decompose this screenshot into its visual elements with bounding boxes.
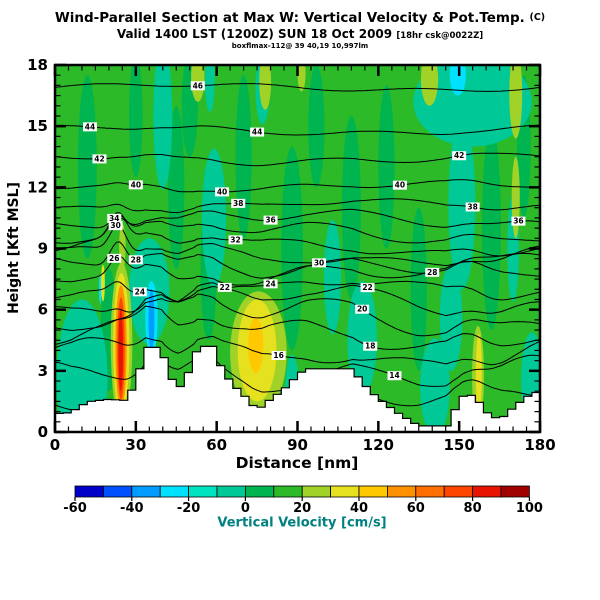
y-tick-label: 15 bbox=[27, 117, 48, 135]
x-tick-label: 30 bbox=[125, 436, 146, 454]
terrain bbox=[55, 345, 540, 432]
plot-title-text: Wind-Parallel Section at Max W: Vertical… bbox=[54, 10, 525, 26]
colorbar-tick-label: 20 bbox=[293, 501, 311, 516]
x-tick-label: 150 bbox=[444, 436, 475, 454]
svg-text:42: 42 bbox=[454, 151, 464, 160]
svg-text:18: 18 bbox=[365, 342, 375, 351]
svg-text:40: 40 bbox=[217, 187, 227, 196]
y-tick-label: 18 bbox=[27, 56, 48, 74]
svg-text:36: 36 bbox=[513, 217, 523, 226]
plot-title: Wind-Parallel Section at Max W: Vertical… bbox=[0, 10, 600, 26]
svg-text:40: 40 bbox=[131, 180, 141, 189]
svg-text:24: 24 bbox=[135, 287, 145, 296]
forecast-tag: [18hr csk@0022Z] bbox=[396, 31, 484, 41]
y-axis-label: Height [Kft MSL] bbox=[6, 182, 22, 314]
x-tick-label: 120 bbox=[363, 436, 394, 454]
colorbar-tick-label: -20 bbox=[177, 501, 201, 516]
svg-text:34: 34 bbox=[109, 214, 119, 223]
svg-text:24: 24 bbox=[265, 279, 275, 288]
colorbar-tick-label: 80 bbox=[464, 501, 482, 516]
plot-info-line: boxflmax-112@ 39 40,19 10,997lm bbox=[231, 42, 369, 50]
colorbar-tick-label: -60 bbox=[63, 501, 87, 516]
plot-subtitle: Valid 1400 LST (1200Z) SUN 18 Oct 2009 [… bbox=[0, 27, 600, 41]
x-tick-label: 60 bbox=[206, 436, 227, 454]
y-tick-label: 6 bbox=[38, 301, 48, 319]
svg-text:16: 16 bbox=[273, 351, 283, 360]
svg-text:44: 44 bbox=[85, 122, 95, 131]
svg-text:26: 26 bbox=[109, 254, 119, 263]
colorbar-tick-label: 60 bbox=[407, 501, 425, 516]
svg-text:44: 44 bbox=[252, 128, 262, 137]
x-tick-label: 90 bbox=[287, 436, 308, 454]
plot-title-unit: (C) bbox=[529, 12, 546, 23]
x-axis-label: Distance [nm] bbox=[235, 454, 359, 472]
contour-labels: 46 44 44 42 42 40 40 40 38 38 36 36 34 32 30 30 28 28 26 24… bbox=[83, 81, 526, 381]
svg-text:22: 22 bbox=[362, 283, 372, 292]
colorbar-tick-label: 0 bbox=[241, 501, 250, 516]
x-tick-label: 0 bbox=[50, 436, 60, 454]
svg-text:30: 30 bbox=[110, 221, 120, 230]
colorbar-tick-label: -40 bbox=[120, 501, 144, 516]
colorbar-tick-label: 40 bbox=[350, 501, 368, 516]
y-tick-label: 12 bbox=[27, 178, 48, 196]
svg-text:40: 40 bbox=[395, 181, 405, 190]
valid-time-text: Valid 1400 LST (1200Z) SUN 18 Oct 2009 bbox=[116, 27, 393, 41]
svg-text:28: 28 bbox=[131, 255, 141, 264]
x-tick-label: 180 bbox=[524, 436, 555, 454]
svg-text:30: 30 bbox=[314, 258, 324, 267]
svg-text:14: 14 bbox=[389, 371, 399, 380]
y-tick-label: 9 bbox=[38, 240, 48, 258]
colorbar-tick-label: 100 bbox=[516, 501, 543, 516]
colorbar-label: Vertical Velocity [cm/s] bbox=[217, 515, 387, 531]
svg-text:38: 38 bbox=[233, 199, 243, 208]
svg-text:38: 38 bbox=[467, 202, 477, 211]
svg-text:36: 36 bbox=[265, 216, 275, 225]
svg-text:46: 46 bbox=[193, 81, 203, 90]
svg-text:22: 22 bbox=[220, 283, 230, 292]
colorbar: -60 -40 -20 0 20 40 60 80 100 bbox=[63, 485, 543, 516]
svg-text:20: 20 bbox=[357, 305, 367, 314]
svg-text:32: 32 bbox=[230, 235, 240, 244]
y-tick-label: 0 bbox=[38, 423, 48, 441]
svg-text:28: 28 bbox=[427, 268, 437, 277]
y-tick-label: 3 bbox=[38, 362, 48, 380]
svg-text:42: 42 bbox=[94, 154, 104, 163]
